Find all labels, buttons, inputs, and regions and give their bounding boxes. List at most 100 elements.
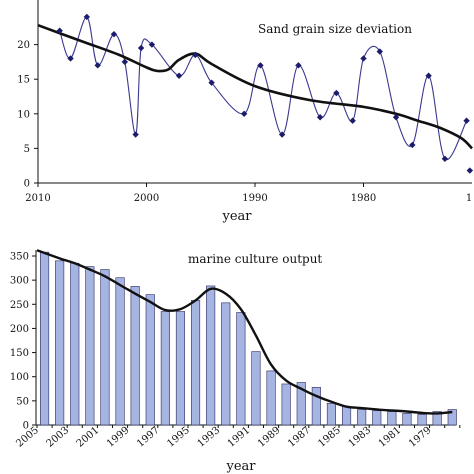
sand-data-point <box>132 131 139 138</box>
marine-y-tick-label: 200 <box>10 324 29 335</box>
sand-data-point <box>278 131 286 138</box>
marine-bar <box>206 285 216 426</box>
marine-y-tick-label: 0 <box>23 421 29 432</box>
marine-y-tick-label: 50 <box>16 396 29 407</box>
sand-chart-title: Sand grain size deviation <box>258 22 412 36</box>
marine-y-tick-label: 250 <box>10 300 29 311</box>
sand-data-point <box>257 62 264 69</box>
marine-bar <box>251 351 261 426</box>
sand-data-point <box>240 110 248 117</box>
marine-bar <box>221 302 231 426</box>
marine-bar <box>175 311 185 426</box>
marine-bar <box>432 411 442 426</box>
sand-data-point <box>94 62 101 69</box>
sand-series <box>37 13 474 174</box>
sand-data-point <box>83 13 91 21</box>
marine-trend-line <box>36 249 453 415</box>
sand-data-point <box>175 72 183 79</box>
sand-data-point <box>409 141 416 149</box>
sand-data-point <box>192 51 199 59</box>
marine-y-tick-label: 300 <box>10 276 29 287</box>
marine-x-tick-label: 2003 <box>45 425 72 450</box>
sand-data-point <box>110 31 118 38</box>
sand-x-tick-label: 2010 <box>25 193 50 204</box>
sand-data-point <box>295 62 302 69</box>
marine-x-tick-label: 2001 <box>75 425 102 450</box>
sand-data-point <box>441 155 449 162</box>
sand-data-point <box>121 58 128 66</box>
sand-data-point <box>349 117 356 124</box>
sand-y-tick-label: 10 <box>17 109 30 120</box>
sand-y-tick-label: 0 <box>24 179 30 190</box>
sand-data-point <box>376 48 383 55</box>
marine-bar <box>160 311 170 426</box>
marine-x-tick-label: 1979 <box>407 425 434 450</box>
marine-bar <box>100 269 110 426</box>
marine-bar <box>85 266 95 426</box>
sand-data-point <box>360 55 367 62</box>
sand-y-tick-label: 5 <box>24 144 30 155</box>
sand-data-point <box>56 27 63 34</box>
marine-x-axis-title: year <box>225 459 256 474</box>
marine-x-tick-label: 1993 <box>196 425 223 450</box>
marine-bars <box>39 251 457 426</box>
sand-data-point <box>67 55 74 62</box>
marine-bar <box>296 382 306 426</box>
marine-x-tick-label: 1987 <box>286 425 313 450</box>
marine-x-tick-label: 1999 <box>105 425 132 450</box>
marine-bar <box>130 286 140 426</box>
sand-y-tick-label: 20 <box>17 40 30 51</box>
marine-y-tick-label: 100 <box>10 372 29 383</box>
marine-bar <box>402 413 412 426</box>
marine-chart-title: marine culture output <box>188 252 322 266</box>
sand-trend-line <box>37 23 473 150</box>
marine-bar <box>417 414 427 426</box>
sand-data-point <box>463 117 470 124</box>
sand-y-tick-label: 15 <box>17 75 30 86</box>
marine-bar <box>191 300 201 426</box>
marine-bar <box>357 409 367 426</box>
sand-data-point <box>137 44 145 52</box>
sand-data-point <box>333 89 340 97</box>
marine-bar <box>387 411 397 426</box>
marine-bar <box>326 402 337 426</box>
marine-bar <box>447 409 457 426</box>
marine-bar <box>115 277 125 426</box>
sand-data-point <box>425 72 432 79</box>
marine-x-tick-label: 1995 <box>165 425 192 450</box>
marine-y-tick-label: 350 <box>10 252 29 263</box>
marine-bar <box>70 262 80 426</box>
marine-bar <box>311 387 321 426</box>
marine-y-tick-label: 150 <box>10 348 29 359</box>
marine-x-tick-label: 1997 <box>135 425 162 450</box>
sand-x-axis-title: year <box>221 209 252 224</box>
sand-ticks: 0 5 10 15 20 2010 2000 1990 1980 <box>17 40 376 204</box>
sand-data-point <box>392 114 400 121</box>
marine-x-tick-label: 1981 <box>377 425 404 450</box>
marine-bar <box>236 312 246 426</box>
marine-x-tick-label: 1991 <box>226 425 253 450</box>
marine-bar <box>372 410 382 426</box>
sand-data-point <box>208 79 215 86</box>
marine-x-tick-label: 1983 <box>347 425 374 450</box>
marine-bar <box>145 294 155 426</box>
sand-x-tick-label: 2000 <box>134 193 159 204</box>
sand-grain-chart: Sand grain size deviation year 1 0 5 10 15 2… <box>17 0 474 224</box>
marine-output-chart: marine culture output year 0 50 100 150 200 2… <box>10 249 461 474</box>
marine-x-tick-label: 1989 <box>256 425 283 450</box>
marine-bar <box>341 406 352 426</box>
sand-data-point <box>148 41 156 48</box>
sand-x-tick-label: 1990 <box>242 193 267 204</box>
marine-trend <box>36 249 453 415</box>
marine-bar <box>39 251 50 426</box>
marine-bar <box>266 370 276 426</box>
sand-right-end-label: 1 <box>466 193 472 204</box>
sand-data-point <box>466 167 474 174</box>
sand-x-tick-label: 1980 <box>351 193 376 204</box>
marine-bar <box>281 383 291 426</box>
marine-x-tick-label: 1985 <box>316 425 343 450</box>
marine-bar <box>55 260 65 426</box>
sand-data-point <box>316 114 324 121</box>
